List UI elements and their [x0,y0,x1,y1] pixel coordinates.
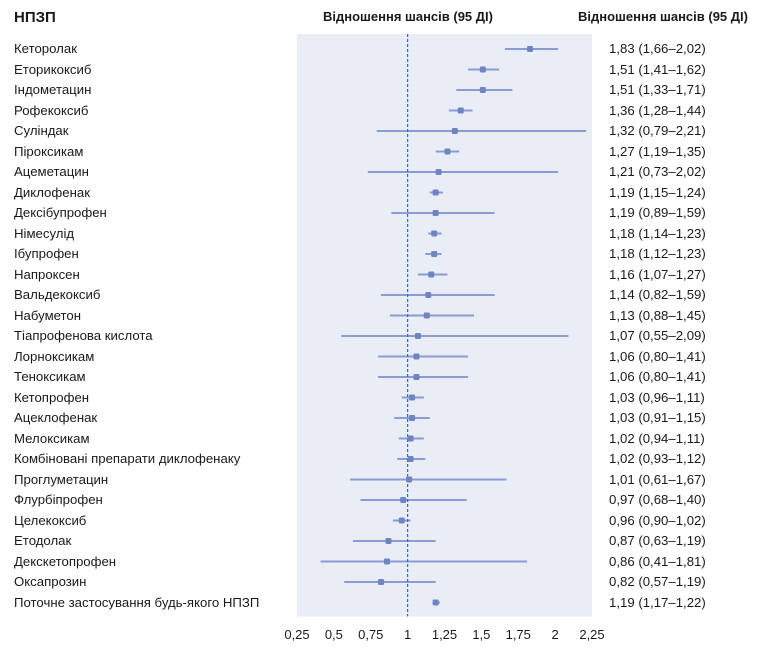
odds-ratio-point [414,333,421,339]
row-label: Оксапрозин [14,574,87,589]
row-odds-ratio: 1,16 (1,07–1,27) [609,266,706,282]
row-odds-ratio: 1,51 (1,41–1,62) [609,61,706,77]
odds-ratio-point [385,538,392,544]
row-label: Еторикоксиб [14,61,92,77]
odds-ratio-point [413,353,420,360]
row-label: Проглуметацин [14,471,109,487]
odds-ratio-point [431,230,438,237]
row-odds-ratio: 1,03 (0,91–1,15) [609,410,706,425]
row-label: Комбіновані препарати диклофенаку [14,451,241,466]
row-label: Декскетопрофен [14,553,117,569]
x-tick-label: 1,5 [472,627,490,642]
x-tick-label: 1,25 [432,627,457,642]
row-odds-ratio: 1,18 (1,12–1,23) [609,246,706,261]
row-odds-ratio: 0,87 (0,63–1,19) [609,533,706,548]
row-odds-ratio: 0,97 (0,68–1,40) [609,492,706,507]
x-tick-label: 1,75 [506,627,531,642]
row-odds-ratio: 1,19 (0,89–1,59) [609,205,706,220]
x-tick-label: 0,25 [284,627,309,642]
row-odds-ratio: 1,14 (0,82–1,59) [609,287,706,302]
row-label: Суліндак [14,123,69,138]
odds-ratio-point [425,292,432,298]
odds-ratio-point [378,579,385,585]
row-label: Теноксикам [14,369,86,384]
row-label: Німесулід [14,225,75,241]
row-label: Ацеметацин [14,164,89,179]
x-tick-label: 2,25 [579,627,604,642]
odds-ratio-point [435,169,442,175]
row-label: Дексібупрофен [14,205,107,220]
odds-ratio-point [398,517,405,524]
odds-ratio-point [444,148,451,155]
row-odds-ratio: 1,03 (0,96–1,11) [609,389,705,405]
odds-ratio-point [457,107,464,114]
row-label: Рофекоксиб [14,102,89,118]
odds-ratio-point [479,66,486,73]
row-odds-ratio: 1,83 (1,66–2,02) [609,41,706,56]
row-odds-ratio: 0,96 (0,90–1,02) [609,512,706,528]
odds-ratio-point [431,251,438,257]
row-odds-ratio: 0,86 (0,41–1,81) [609,553,706,569]
odds-ratio-point [407,435,414,442]
row-odds-ratio: 0,82 (0,57–1,19) [609,574,706,589]
row-label: Ацеклофенак [14,410,98,425]
row-odds-ratio: 1,18 (1,14–1,23) [609,225,706,241]
row-label: Кеторолак [14,41,77,56]
plot-background [297,34,592,617]
row-odds-ratio: 1,02 (0,94–1,11) [609,430,705,446]
row-odds-ratio: 1,32 (0,79–2,21) [609,123,706,138]
row-odds-ratio: 1,07 (0,55–2,09) [609,328,706,343]
row-label: Вальдекоксиб [14,287,101,302]
odds-ratio-point [479,87,486,93]
row-label: Етодолак [14,533,72,548]
drug-column-header: НПЗП [14,9,56,26]
row-label: Мелоксикам [14,430,90,446]
row-label: Набуметон [14,307,82,323]
row-label: Флурбіпрофен [14,492,103,507]
row-label: Піроксикам [14,143,84,159]
row-odds-ratio: 1,51 (1,33–1,71) [609,82,706,97]
row-odds-ratio: 1,06 (0,80–1,41) [609,369,706,384]
row-odds-ratio: 1,27 (1,19–1,35) [609,143,706,159]
row-label: Лорноксикам [14,348,95,364]
row-odds-ratio: 1,19 (1,15–1,24) [609,184,706,200]
row-label: Диклофенак [14,184,90,200]
odds-ratio-point [406,476,413,483]
odds-ratio-point [383,558,390,565]
odds-ratio-point [409,394,416,401]
odds-ratio-point [428,271,435,278]
x-tick-label: 2 [552,627,559,642]
row-odds-ratio: 1,21 (0,73–2,02) [609,164,706,179]
odds-ratio-column-header: Відношення шансів (95 ДІ) [578,9,748,24]
odds-ratio-point [400,497,407,503]
x-tick-label: 0,75 [358,627,383,642]
odds-ratio-point [451,128,458,134]
row-label: Індометацин [14,82,92,97]
plot-column-header: Відношення шансів (95 ДІ) [323,9,493,24]
row-odds-ratio: 1,13 (0,88–1,45) [609,307,706,323]
odds-ratio-point [432,599,439,606]
row-odds-ratio: 1,02 (0,93–1,12) [609,451,706,466]
row-label: Напроксен [14,266,80,282]
row-label: Ібупрофен [14,246,79,261]
odds-ratio-point [432,189,439,196]
odds-ratio-point [407,456,414,462]
row-odds-ratio: 1,19 (1,17–1,22) [609,594,706,610]
odds-ratio-point [423,312,430,319]
odds-ratio-point [413,374,420,380]
odds-ratio-point [409,415,416,421]
row-label: Поточне застосування будь-якого НПЗП [14,594,260,610]
row-odds-ratio: 1,06 (0,80–1,41) [609,348,706,364]
row-label: Кетопрофен [14,389,90,405]
row-odds-ratio: 1,36 (1,28–1,44) [609,102,706,118]
odds-ratio-point [527,46,534,52]
odds-ratio-point [432,210,439,216]
row-label: Целекоксиб [14,512,87,528]
x-tick-label: 1 [404,627,411,642]
row-odds-ratio: 1,01 (0,61–1,67) [609,471,706,487]
x-tick-label: 0,5 [325,627,343,642]
row-label: Тіапрофенова кислота [14,328,153,343]
